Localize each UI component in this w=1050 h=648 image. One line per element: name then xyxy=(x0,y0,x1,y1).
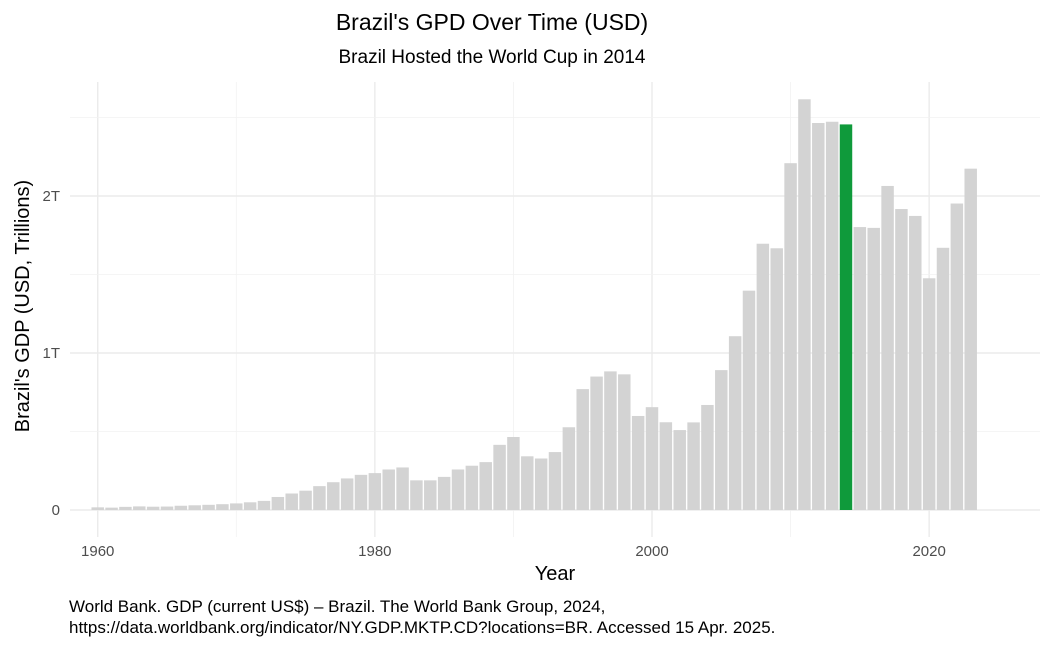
bar-2021 xyxy=(936,247,950,510)
bar-1962 xyxy=(119,506,132,510)
bar-1980 xyxy=(368,473,382,510)
bar-1961 xyxy=(105,507,118,510)
bar-1988 xyxy=(479,462,492,510)
bar-1963 xyxy=(133,506,146,510)
bar-1971 xyxy=(243,502,257,510)
bar-1979 xyxy=(354,474,368,510)
y-axis-ticks: 0 1T 2T xyxy=(42,188,60,519)
bar-2001 xyxy=(659,422,673,510)
source-caption-line-2: https://data.worldbank.org/indicator/NY.… xyxy=(69,618,776,637)
bar-1976 xyxy=(313,486,326,510)
bar-2003 xyxy=(687,422,700,510)
x-tick-label: 1980 xyxy=(358,543,391,560)
bar-2017 xyxy=(881,185,894,510)
bar-1965 xyxy=(160,506,174,510)
bar-2005 xyxy=(715,370,728,510)
y-tick-label: 0 xyxy=(52,502,60,519)
bar-1978 xyxy=(340,478,354,510)
y-tick-label: 1T xyxy=(42,345,60,362)
x-tick-label: 1960 xyxy=(81,543,114,560)
bar-1994 xyxy=(562,427,576,510)
bar-2004 xyxy=(701,404,714,510)
x-tick-label: 2020 xyxy=(912,543,945,560)
bar-1995 xyxy=(576,389,589,510)
bar-1964 xyxy=(146,506,160,510)
bar-2023 xyxy=(964,168,977,510)
bar-1977 xyxy=(327,482,340,510)
bar-2013 xyxy=(825,121,839,511)
bar-2011 xyxy=(798,99,811,510)
bars xyxy=(91,99,977,511)
bar-1960 xyxy=(91,507,104,510)
bar-1981 xyxy=(382,469,395,510)
bar-1999 xyxy=(631,415,645,510)
bar-2006 xyxy=(728,336,742,510)
bar-1991 xyxy=(521,456,534,510)
bar-2008 xyxy=(756,243,770,511)
bar-1967 xyxy=(188,505,201,510)
bar-1969 xyxy=(216,504,229,510)
bar-1970 xyxy=(230,503,243,510)
bar-2010 xyxy=(784,163,797,510)
bar-1985 xyxy=(437,476,451,510)
bar-2009 xyxy=(770,248,783,510)
bar-1996 xyxy=(590,376,603,510)
bar-1973 xyxy=(271,496,285,510)
bar-1987 xyxy=(465,465,479,510)
bar-1975 xyxy=(299,490,312,510)
x-axis-title: Year xyxy=(535,563,576,585)
bar-1972 xyxy=(257,500,271,510)
bar-1966 xyxy=(174,505,188,510)
bar-1968 xyxy=(202,504,215,510)
bar-1992 xyxy=(534,458,548,510)
x-tick-label: 2000 xyxy=(635,543,668,560)
bar-1984 xyxy=(424,480,437,510)
y-tick-label: 2T xyxy=(42,188,60,205)
bar-1993 xyxy=(548,452,562,510)
bar-1974 xyxy=(285,493,298,510)
bar-2022 xyxy=(950,203,964,511)
bar-2018 xyxy=(895,209,908,510)
bar-1990 xyxy=(507,437,520,510)
bar-2007 xyxy=(742,290,756,510)
bar-2012 xyxy=(812,123,825,510)
bar-1997 xyxy=(604,371,617,510)
bar-2002 xyxy=(673,430,686,510)
bar-1982 xyxy=(396,467,409,510)
chart-title: Brazil's GPD Over Time (USD) xyxy=(336,9,648,35)
x-axis-ticks: 1960 1980 2000 2020 xyxy=(81,543,946,560)
bar-1998 xyxy=(618,374,631,510)
bar-1983 xyxy=(410,480,423,510)
bar-2015 xyxy=(853,227,867,510)
bar-2019 xyxy=(909,215,922,510)
bar-1989 xyxy=(493,444,506,510)
chart-subtitle: Brazil Hosted the World Cup in 2014 xyxy=(339,47,646,68)
bar-2016 xyxy=(867,227,880,510)
bar-highlight-2014 xyxy=(839,124,853,510)
source-caption: World Bank. GDP (current US$) – Brazil. … xyxy=(69,596,1029,638)
y-axis-title: Brazil's GDP (USD, Trillions) xyxy=(12,180,34,432)
bar-2000 xyxy=(645,407,659,510)
bar-1986 xyxy=(451,469,465,510)
bar-2020 xyxy=(922,278,936,510)
source-caption-line-1: World Bank. GDP (current US$) – Brazil. … xyxy=(69,597,606,616)
